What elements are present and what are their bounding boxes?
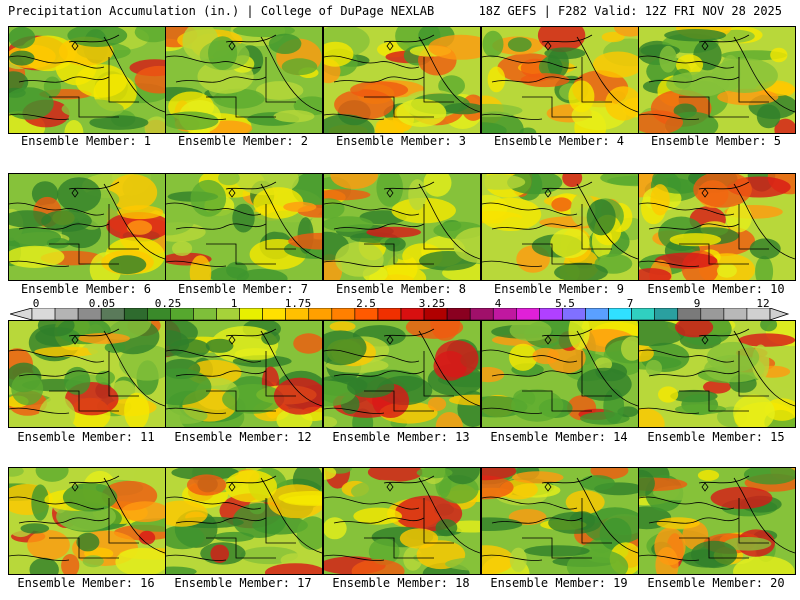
ensemble-member-label: Ensemble Member: 18 bbox=[332, 576, 470, 590]
ensemble-panel-12 bbox=[165, 320, 323, 428]
ensemble-panel-13 bbox=[323, 320, 481, 428]
precip-map bbox=[639, 321, 795, 427]
colorbar-bin bbox=[469, 308, 494, 320]
ensemble-panel-9 bbox=[481, 173, 639, 281]
precip-map bbox=[166, 27, 322, 133]
colorbar-tick-label: 2.5 bbox=[356, 297, 376, 310]
colorbar-bin bbox=[193, 308, 217, 320]
precip-map bbox=[639, 468, 795, 574]
ensemble-member-label: Ensemble Member: 9 bbox=[493, 282, 625, 296]
ensemble-member-label: Ensemble Member: 8 bbox=[335, 282, 467, 296]
ensemble-panel-2 bbox=[165, 26, 323, 134]
colorbar-tick-label: 12 bbox=[756, 297, 770, 310]
colorbar-tick-label: 7 bbox=[626, 297, 634, 310]
colorbar-bin bbox=[54, 308, 79, 320]
ensemble-panel-16 bbox=[8, 467, 166, 575]
ensemble-member-label: Ensemble Member: 11 bbox=[17, 430, 155, 444]
ensemble-panel-14 bbox=[481, 320, 639, 428]
ensemble-panel-8 bbox=[323, 173, 481, 281]
colorbar-tick-label: 1 bbox=[230, 297, 238, 310]
precip-map bbox=[324, 27, 480, 133]
ensemble-member-label: Ensemble Member: 13 bbox=[332, 430, 470, 444]
colorbar-bin bbox=[123, 308, 148, 320]
ensemble-panel-18 bbox=[323, 467, 481, 575]
colorbar-bin bbox=[331, 308, 356, 320]
ensemble-member-label: Ensemble Member: 4 bbox=[493, 134, 625, 148]
colorbar-bin bbox=[700, 308, 725, 320]
ensemble-panel-6 bbox=[8, 173, 166, 281]
precip-map bbox=[166, 174, 322, 280]
precip-map bbox=[9, 174, 165, 280]
ensemble-panel-1 bbox=[8, 26, 166, 134]
ensemble-member-label: Ensemble Member: 1 bbox=[20, 134, 152, 148]
colorbar-tick-label: 0.25 bbox=[154, 297, 182, 310]
ensemble-member-label: Ensemble Member: 14 bbox=[490, 430, 628, 444]
precip-map bbox=[482, 27, 638, 133]
colorbar-bin bbox=[585, 308, 609, 320]
colorbar-tick-label: 5.5 bbox=[555, 297, 575, 310]
precip-map bbox=[324, 321, 480, 427]
ensemble-panel-11 bbox=[8, 320, 166, 428]
colorbar-bin bbox=[516, 308, 540, 320]
ensemble-member-label: Ensemble Member: 20 bbox=[647, 576, 785, 590]
ensemble-panel-5 bbox=[638, 26, 796, 134]
precip-map bbox=[9, 27, 165, 133]
precip-map bbox=[324, 468, 480, 574]
precip-map bbox=[9, 321, 165, 427]
colorbar-tick-label: 3.25 bbox=[418, 297, 446, 310]
ensemble-panel-7 bbox=[165, 173, 323, 281]
ensemble-member-label: Ensemble Member: 5 bbox=[650, 134, 782, 148]
precip-map bbox=[639, 27, 795, 133]
precip-colorbar bbox=[10, 308, 790, 320]
ensemble-member-label: Ensemble Member: 16 bbox=[17, 576, 155, 590]
colorbar-bin bbox=[262, 308, 286, 320]
ensemble-member-label: Ensemble Member: 3 bbox=[335, 134, 467, 148]
colorbar-tick-label: 1.75 bbox=[284, 297, 312, 310]
colorbar-min-arrow bbox=[10, 308, 33, 320]
ensemble-member-label: Ensemble Member: 10 bbox=[647, 282, 785, 296]
ensemble-panel-17 bbox=[165, 467, 323, 575]
colorbar-bin bbox=[377, 308, 402, 320]
ensemble-panel-3 bbox=[323, 26, 481, 134]
ensemble-panel-10 bbox=[638, 173, 796, 281]
colorbar-bin bbox=[308, 308, 333, 320]
colorbar-tick-label: 0 bbox=[32, 297, 40, 310]
colorbar-max-arrow bbox=[769, 308, 790, 320]
precip-map bbox=[482, 468, 638, 574]
ensemble-panel-19 bbox=[481, 467, 639, 575]
ensemble-member-label: Ensemble Member: 7 bbox=[177, 282, 309, 296]
ensemble-panel-20 bbox=[638, 467, 796, 575]
colorbar-tick-label: 9 bbox=[693, 297, 701, 310]
ensemble-member-label: Ensemble Member: 17 bbox=[174, 576, 312, 590]
ensemble-panel-15 bbox=[638, 320, 796, 428]
precip-map bbox=[324, 174, 480, 280]
colorbar-tick-label: 4 bbox=[494, 297, 502, 310]
colorbar-bin bbox=[654, 308, 679, 320]
precip-map bbox=[639, 174, 795, 280]
ensemble-member-label: Ensemble Member: 2 bbox=[177, 134, 309, 148]
ensemble-member-label: Ensemble Member: 12 bbox=[174, 430, 312, 444]
colorbar-bin bbox=[239, 308, 263, 320]
precip-map bbox=[166, 468, 322, 574]
precip-map bbox=[482, 321, 638, 427]
chart-title: Precipitation Accumulation (in.) | Colle… bbox=[8, 4, 435, 18]
precip-map bbox=[166, 321, 322, 427]
ensemble-member-label: Ensemble Member: 15 bbox=[647, 430, 785, 444]
ensemble-panel-4 bbox=[481, 26, 639, 134]
colorbar-tick-label: 0.05 bbox=[88, 297, 116, 310]
colorbar-bin bbox=[723, 308, 748, 320]
colorbar-bin bbox=[446, 308, 471, 320]
run-valid-time: 18Z GEFS | F282 Valid: 12Z FRI NOV 28 20… bbox=[478, 4, 782, 18]
precip-map bbox=[9, 468, 165, 574]
ensemble-member-label: Ensemble Member: 6 bbox=[20, 282, 152, 296]
precip-map bbox=[482, 174, 638, 280]
ensemble-member-label: Ensemble Member: 19 bbox=[490, 576, 628, 590]
colorbar-bin bbox=[631, 308, 655, 320]
